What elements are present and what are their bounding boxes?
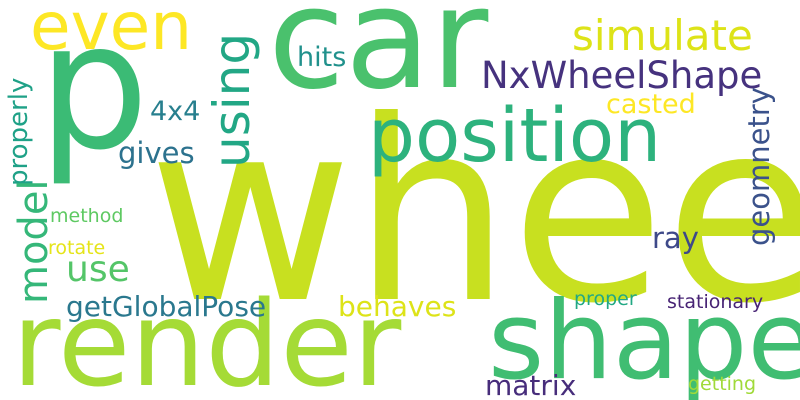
word-matrix: matrix bbox=[485, 369, 577, 400]
word-use: use bbox=[66, 249, 130, 290]
word-position: position bbox=[368, 93, 662, 179]
word-even: even bbox=[30, 0, 193, 65]
word-method: method bbox=[50, 205, 124, 227]
word-properly: properly bbox=[4, 77, 34, 186]
word-rotate: rotate bbox=[48, 237, 106, 259]
word-ray: ray bbox=[652, 221, 699, 255]
word-geomnetry: geomnetry bbox=[742, 87, 776, 246]
word-p: p bbox=[38, 0, 150, 189]
word-behaves: behaves bbox=[338, 290, 457, 323]
word-render: render bbox=[12, 275, 402, 400]
word-proper: proper bbox=[574, 288, 637, 310]
word-getglobalpose: getGlobalPose bbox=[66, 290, 267, 323]
word-getting: getting bbox=[688, 373, 757, 395]
word-nxwheelshape: NxWheelShape bbox=[481, 54, 763, 97]
word-wheel: wheel bbox=[148, 67, 800, 358]
word-stationary: stationary bbox=[667, 291, 764, 313]
word-shape: shape bbox=[488, 279, 800, 400]
word-gives: gives bbox=[118, 136, 195, 170]
word-hits: hits bbox=[297, 42, 347, 73]
word-using: using bbox=[203, 32, 261, 168]
word-casted: casted bbox=[606, 89, 696, 120]
word-car: car bbox=[268, 0, 489, 121]
word-simulate: simulate bbox=[572, 11, 753, 60]
word-4x4: 4x4 bbox=[150, 96, 201, 127]
